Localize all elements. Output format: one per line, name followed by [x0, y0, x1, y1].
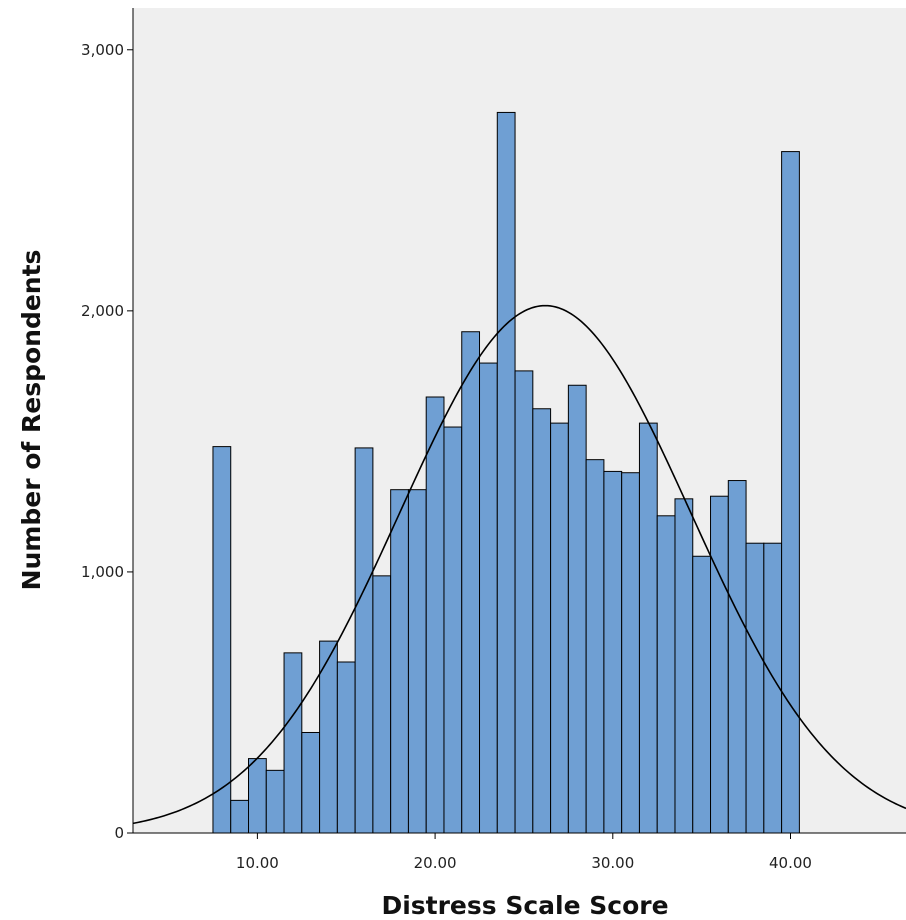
histogram-bar [603, 470, 623, 834]
histogram-bar [407, 489, 427, 834]
histogram-bar [514, 370, 534, 834]
histogram-bar [674, 498, 694, 834]
histogram-bar [692, 555, 712, 834]
histogram-bar [781, 151, 800, 834]
histogram-bar [354, 447, 374, 834]
histogram-bar [443, 426, 463, 834]
histogram-bar [745, 542, 765, 834]
histogram-bar [212, 446, 232, 834]
y-tick-label: 1,000 [81, 563, 124, 581]
histogram-bar [567, 384, 587, 834]
histogram-bar [638, 422, 658, 834]
histogram-bar [656, 515, 676, 834]
histogram-bar [283, 652, 303, 834]
histogram-bar [301, 731, 321, 834]
y-axis-ticks: 0 1,000 2,000 3,000 [81, 41, 133, 842]
y-tick-label: 0 [114, 824, 124, 842]
bars-group [212, 111, 800, 834]
histogram-bar [265, 769, 285, 834]
histogram-bar [496, 111, 516, 834]
x-axis-ticks: 10.00 20.00 30.00 40.00 [236, 833, 812, 872]
histogram-bar [425, 396, 445, 834]
histogram-bar [461, 331, 481, 834]
histogram-bar [248, 758, 267, 834]
y-tick-label: 3,000 [81, 41, 124, 59]
histogram-bar [479, 362, 498, 834]
histogram-bar [550, 422, 569, 834]
histogram-bar [336, 661, 356, 834]
histogram-bar [585, 459, 605, 834]
histogram-bar [710, 495, 729, 834]
histogram-bar [372, 575, 392, 834]
histogram-bar [621, 472, 640, 834]
y-tick-label: 2,000 [81, 302, 124, 320]
x-tick-label: 40.00 [769, 854, 812, 872]
x-tick-label: 10.00 [236, 854, 279, 872]
histogram-bar [230, 799, 250, 834]
normal-curve [132, 304, 906, 825]
histogram-bar [532, 408, 552, 834]
x-axis-title: Distress Scale Score [381, 891, 668, 920]
histogram-bar [390, 489, 409, 834]
histogram-bar [727, 480, 747, 834]
x-tick-label: 20.00 [414, 854, 457, 872]
x-tick-label: 30.00 [591, 854, 634, 872]
y-axis-title: Number of Respondents [17, 250, 46, 591]
